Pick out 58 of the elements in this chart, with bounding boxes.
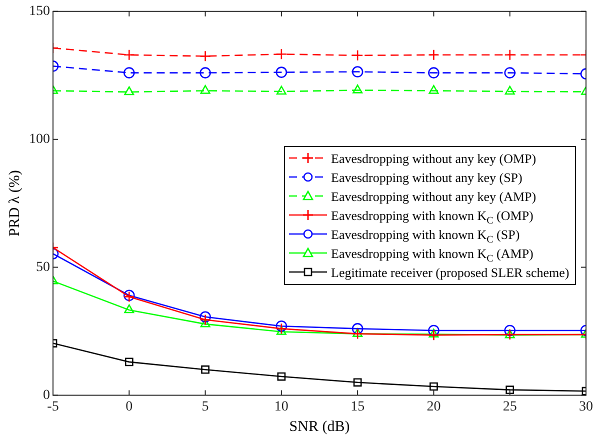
- point: [428, 328, 439, 338]
- point: [352, 328, 363, 337]
- point: [352, 50, 364, 62]
- point: [504, 49, 516, 61]
- point: [504, 86, 515, 95]
- x-tick-label: 0: [126, 399, 133, 414]
- legend-label: Legitimate receiver (proposed SLER scheme): [331, 264, 570, 282]
- point: [200, 67, 211, 78]
- point: [504, 324, 516, 336]
- point: [352, 84, 363, 94]
- point: [276, 48, 288, 60]
- point: [428, 67, 440, 78]
- point: [428, 324, 440, 336]
- point: [428, 329, 440, 341]
- legend-label: Eavesdropping with known K$_{C}$ (OMP): [331, 206, 534, 226]
- point: [430, 382, 438, 391]
- x-tick-label: 25: [502, 399, 517, 414]
- point: [277, 372, 286, 381]
- point: [201, 365, 210, 374]
- point: [428, 49, 440, 61]
- point: [352, 323, 364, 334]
- point: [276, 320, 288, 332]
- y-tick-label: 0: [43, 388, 50, 403]
- x-tick-label: -5: [47, 399, 59, 414]
- point: [200, 314, 211, 326]
- point: [124, 358, 134, 366]
- legend-label: Eavesdropping without any key (AMP): [331, 188, 536, 206]
- point: [506, 386, 514, 394]
- point: [428, 85, 439, 94]
- point: [353, 378, 362, 387]
- point: [352, 66, 364, 78]
- y-tick-label: 150: [29, 4, 50, 20]
- point: [123, 49, 135, 61]
- x-tick-label: 5: [202, 399, 209, 414]
- y-tick-label: 100: [29, 132, 50, 148]
- x-axis-title: SNR (dB): [289, 418, 350, 435]
- point: [124, 86, 134, 96]
- legend-label: Eavesdropping without any key (SP): [331, 168, 522, 187]
- point: [352, 328, 364, 340]
- point: [276, 326, 286, 335]
- x-tick-label: 20: [426, 399, 441, 414]
- point: [123, 67, 135, 78]
- x-tick-label: 15: [350, 399, 365, 414]
- point: [200, 50, 211, 62]
- y-tick-label: 50: [36, 260, 50, 275]
- point: [504, 67, 516, 78]
- point: [200, 318, 210, 328]
- legend-label: Eavesdropping with known K$_{C}$ (SP): [331, 226, 520, 246]
- point: [276, 86, 286, 95]
- x-tick-label: 10: [274, 399, 288, 414]
- point: [276, 66, 288, 78]
- legend-label: Eavesdropping with known K$_{C}$ (AMP): [331, 244, 534, 264]
- x-tick-label: 30: [579, 399, 593, 414]
- point: [124, 304, 134, 314]
- y-axis-title: PRD λ (%): [6, 170, 23, 237]
- point: [200, 311, 211, 323]
- point: [200, 85, 210, 94]
- legend-label: Eavesdropping without any key (OMP): [331, 150, 536, 168]
